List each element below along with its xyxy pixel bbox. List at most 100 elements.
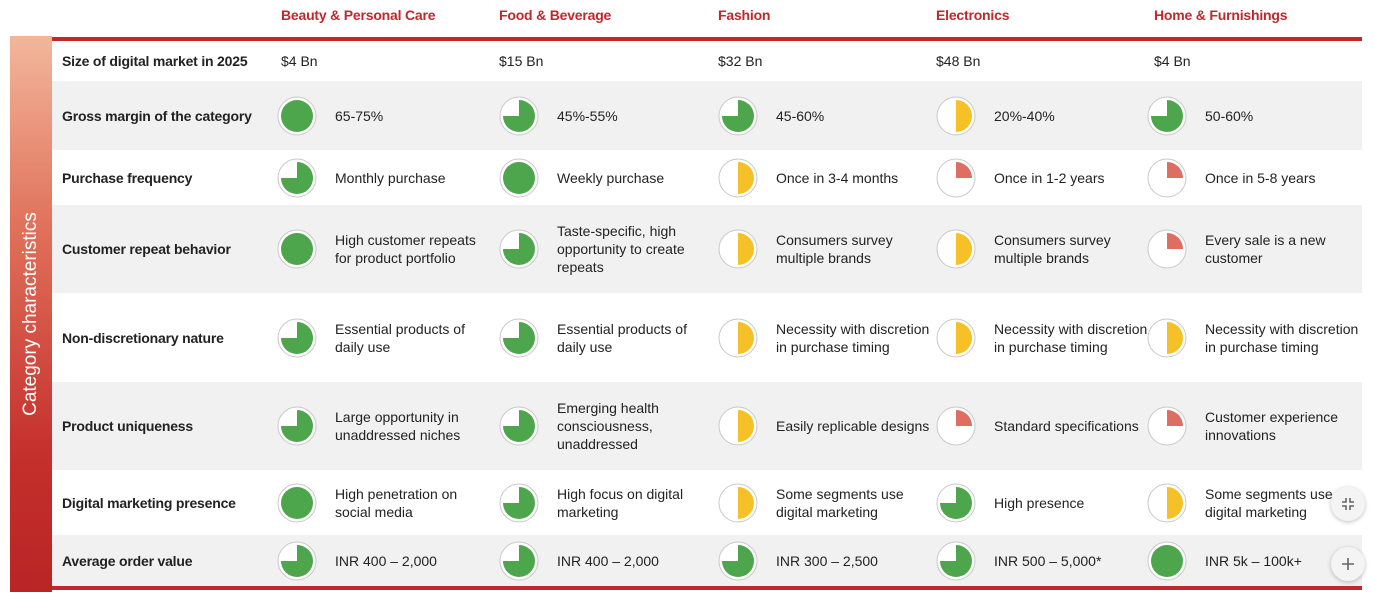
- harvey-ball-icon: [1147, 483, 1187, 523]
- cell-text: High focus on digital marketing: [557, 485, 684, 520]
- cell-text: 65-75%: [335, 107, 384, 124]
- cell-text: INR 5k – 100k+: [1205, 552, 1302, 569]
- table-cell: 65-75%: [277, 81, 499, 150]
- cell-text: Necessity with discretion in purchase ti…: [1205, 320, 1359, 355]
- table-row: Average order value INR 400 – 2,000 INR 40…: [52, 535, 1362, 586]
- harvey-ball-icon: [277, 541, 317, 581]
- table-cell: High presence: [936, 470, 1147, 535]
- table-cell: Necessity with discretion in purchase ti…: [718, 293, 936, 382]
- column-header-electronics: Electronics: [936, 7, 1010, 23]
- harvey-ball-icon: [277, 229, 317, 269]
- harvey-ball-icon: [499, 229, 539, 269]
- cell-text: Customer experience innovations: [1205, 409, 1339, 443]
- cell-text: Large opportunity in unaddressed niches: [335, 409, 461, 443]
- market-value: $4 Bn: [1154, 53, 1191, 69]
- table-row: Customer repeat behavior High customer re…: [52, 205, 1362, 293]
- cell-text: Weekly purchase: [557, 169, 665, 186]
- harvey-ball-icon: [1147, 158, 1187, 198]
- harvey-ball-icon: [277, 318, 317, 358]
- table-cell: High focus on digital marketing: [499, 470, 717, 535]
- cell-text: Once in 3-4 months: [776, 169, 899, 186]
- cell-text: Necessity with discretion in purchase ti…: [994, 320, 1148, 355]
- table-cell: INR 500 – 5,000*: [936, 535, 1147, 586]
- harvey-ball-icon: [718, 406, 758, 446]
- table-row: Digital marketing presence High penetrati…: [52, 470, 1362, 535]
- cell-text: Consumers survey multiple brands: [994, 232, 1111, 266]
- harvey-ball-icon: [936, 229, 976, 269]
- market-value: $15 Bn: [499, 53, 544, 69]
- row-label: Gross margin of the category: [62, 107, 252, 124]
- category-side-bar: [10, 36, 52, 592]
- harvey-ball-icon: [277, 96, 317, 136]
- collapse-button[interactable]: [1331, 487, 1365, 521]
- table-cell: $48 Bn: [936, 41, 1154, 81]
- table-cell: 45%-55%: [499, 81, 717, 150]
- row-label: Size of digital market in 2025: [62, 53, 248, 69]
- row-label: Average order value: [62, 552, 193, 569]
- table-cell: Consumers survey multiple brands: [936, 205, 1147, 293]
- market-value: $48 Bn: [936, 53, 981, 69]
- table-cell: Customer experience innovations: [1147, 382, 1362, 470]
- cell-text: Easily replicable designs: [776, 418, 930, 434]
- table-cell: INR 400 – 2,000: [499, 535, 717, 586]
- table-cell: $15 Bn: [499, 41, 717, 81]
- market-value: $4 Bn: [281, 53, 318, 69]
- harvey-ball-icon: [1147, 318, 1187, 358]
- row-label: Purchase frequency: [62, 169, 193, 186]
- table-cell: Some segments use digital marketing: [718, 470, 936, 535]
- table-cell: Essential products of daily use: [499, 293, 717, 382]
- harvey-ball-icon: [277, 483, 317, 523]
- cell-text: Taste-specific, high opportunity to crea…: [557, 223, 685, 275]
- cell-text: Essential products of daily use: [335, 320, 465, 355]
- table-row: Purchase frequency Monthly purchase Weekly…: [52, 150, 1362, 205]
- cell-text: 45%-55%: [557, 107, 618, 124]
- table-cell: Every sale is a new customer: [1147, 205, 1362, 293]
- cell-text: High presence: [994, 494, 1085, 511]
- row-label: Product uniqueness: [62, 418, 193, 434]
- harvey-ball-icon: [499, 406, 539, 446]
- table-cell: Consumers survey multiple brands: [718, 205, 936, 293]
- add-button[interactable]: [1331, 547, 1365, 581]
- table-cell: Taste-specific, high opportunity to crea…: [499, 205, 717, 293]
- cell-text: Standard specifications: [994, 418, 1139, 434]
- side-label: Category characteristics: [20, 212, 41, 416]
- harvey-ball-icon: [277, 158, 317, 198]
- table-cell: Emerging health consciousness, unaddress…: [499, 382, 717, 470]
- table-cell: Easily replicable designs: [718, 382, 936, 470]
- table-cell: Some segments use digital marketing: [1147, 470, 1362, 535]
- table-cell: Once in 3-4 months: [718, 150, 936, 205]
- table-cell: Large opportunity in unaddressed niches: [277, 382, 499, 470]
- cell-text: 50-60%: [1205, 107, 1254, 124]
- harvey-ball-icon: [936, 406, 976, 446]
- harvey-ball-icon: [718, 229, 758, 269]
- table-cell: 50-60%: [1147, 81, 1362, 150]
- harvey-ball-icon: [718, 541, 758, 581]
- column-header-food: Food & Beverage: [499, 7, 612, 23]
- top-divider: [52, 37, 1362, 41]
- row-label: Digital marketing presence: [62, 494, 236, 511]
- cell-text: Some segments use digital marketing: [776, 485, 904, 520]
- harvey-ball-icon: [1147, 406, 1187, 446]
- harvey-ball-icon: [277, 406, 317, 446]
- harvey-ball-icon: [936, 483, 976, 523]
- table-cell: $4 Bn: [281, 41, 499, 81]
- cell-text: Once in 5-8 years: [1205, 169, 1316, 186]
- harvey-ball-icon: [936, 541, 976, 581]
- table-cell: $32 Bn: [718, 41, 936, 81]
- bottom-divider: [52, 586, 1362, 590]
- cell-text: Once in 1-2 years: [994, 169, 1105, 186]
- collapse-icon: [1342, 498, 1354, 510]
- table-row: Gross margin of the category 65-75% 45%-55…: [52, 81, 1362, 150]
- table-row: Non-discretionary nature Essential produc…: [52, 293, 1362, 382]
- table-row: Product uniqueness Large opportunity in u…: [52, 382, 1362, 470]
- cell-text: Emerging health consciousness, unaddress…: [557, 400, 659, 452]
- column-header-beauty: Beauty & Personal Care: [281, 7, 436, 23]
- harvey-ball-icon: [718, 158, 758, 198]
- cell-text: 45-60%: [776, 107, 825, 124]
- harvey-ball-icon: [1147, 96, 1187, 136]
- cell-text: INR 400 – 2,000: [335, 552, 437, 569]
- harvey-ball-icon: [499, 483, 539, 523]
- column-header-row: Beauty & Personal Care Food & Beverage F…: [0, 0, 1374, 36]
- cell-text: Necessity with discretion in purchase ti…: [776, 320, 930, 355]
- column-header-fashion: Fashion: [718, 7, 771, 23]
